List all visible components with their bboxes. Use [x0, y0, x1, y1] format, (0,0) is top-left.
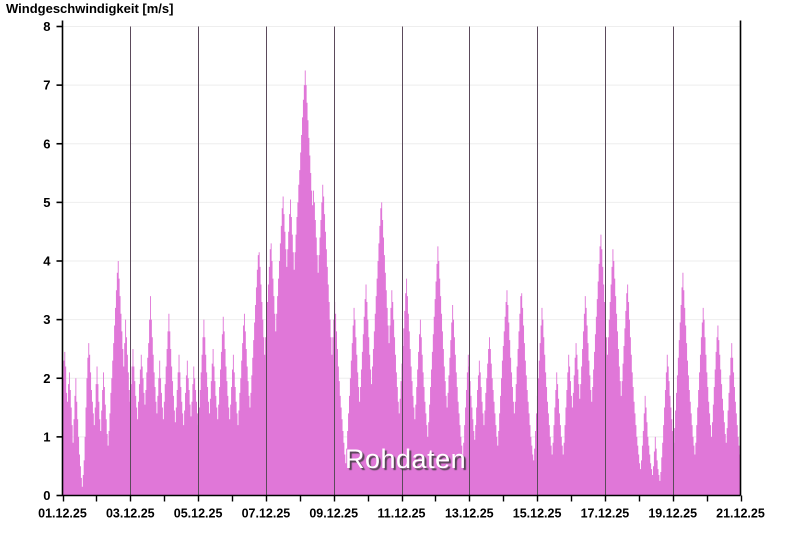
wind-speed-area-series: [62, 70, 741, 496]
y-tick-label: 7: [43, 78, 50, 93]
x-tick-label: 19.12.25: [648, 507, 697, 521]
y-tick-label: 1: [43, 429, 50, 444]
chart-title: Windgeschwindigkeit [m/s]: [6, 1, 174, 16]
x-tick-label: 07.12.25: [242, 507, 291, 521]
y-tick-label: 3: [43, 312, 50, 327]
x-axis-tick-labels: 01.12.25 03.12.25 05.12.25 07.12.25 09.12.25…: [38, 507, 765, 521]
x-tick-label: 09.12.25: [309, 507, 358, 521]
vertical-gridlines: [130, 26, 674, 496]
y-tick-label: 5: [43, 195, 50, 210]
x-axis-ticks: [62, 495, 743, 502]
x-tick-label: 05.12.25: [174, 507, 223, 521]
x-tick-label: 11.12.25: [378, 507, 426, 521]
y-axis-tick-labels: 0 1 2 3 4 5 6 7 8: [43, 19, 51, 503]
x-tick-label: 15.12.25: [513, 507, 562, 521]
y-tick-label: 4: [43, 254, 51, 269]
y-tick-label: 0: [43, 488, 50, 503]
x-tick-label: 21.12.25: [716, 507, 765, 521]
x-tick-label: 01.12.25: [38, 507, 87, 521]
axis-lines: [61, 20, 742, 497]
x-tick-label: 17.12.25: [581, 507, 630, 521]
y-tick-label: 2: [43, 371, 50, 386]
y-axis-ticks: [56, 25, 63, 497]
x-tick-label: 13.12.25: [445, 507, 494, 521]
y-tick-label: 8: [43, 19, 50, 34]
y-tick-label: 6: [43, 136, 50, 151]
x-tick-label: 03.12.25: [106, 507, 155, 521]
